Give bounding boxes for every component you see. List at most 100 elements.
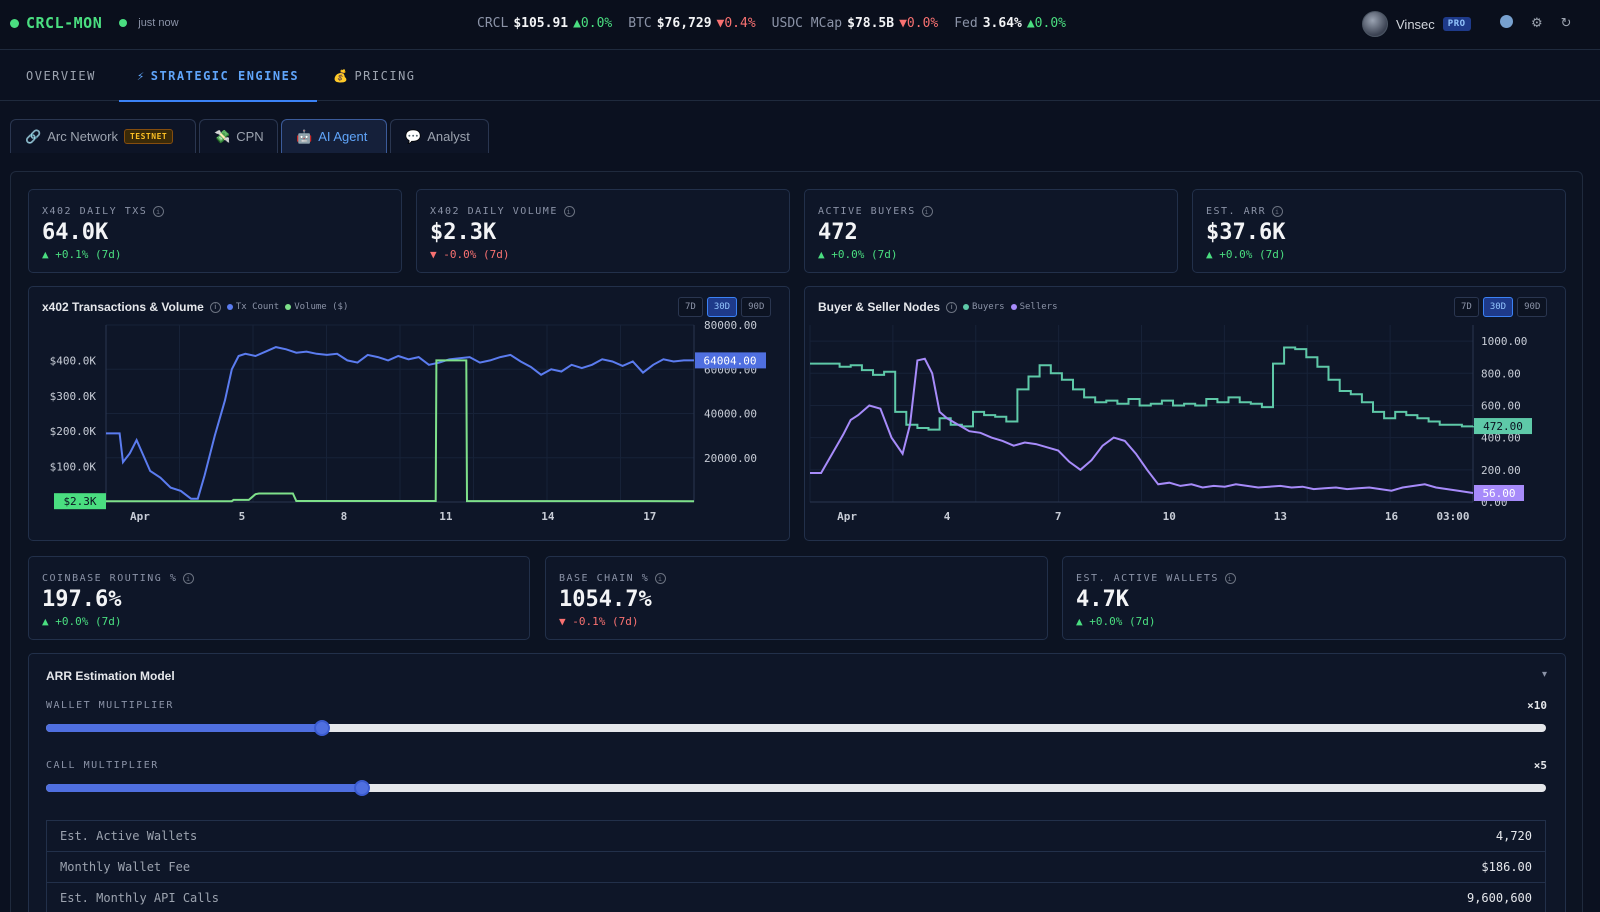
globe-icon[interactable] — [1500, 15, 1513, 28]
kpi-base-chain: BASE CHAIN % i 1054.7% ▼ -0.1% (7d) — [545, 556, 1048, 640]
arr-title: ARR Estimation Model — [46, 669, 175, 683]
y-left-tick-label: $300.0K — [50, 390, 97, 403]
range-90d-button[interactable]: 90D — [741, 297, 772, 317]
tab-pricing[interactable]: 💰 PRICING — [333, 69, 416, 83]
kpi-change: ▲ +0.0% (7d) — [818, 248, 898, 261]
money-wings-icon: 💸 — [214, 128, 231, 144]
kpi-change: ▲ +0.0% (7d) — [42, 615, 122, 628]
brand-status-icon — [10, 18, 19, 28]
info-icon[interactable]: i — [1224, 573, 1236, 584]
ticker-usdc-mcap: USDC MCap $78.5B ▼0.0% — [771, 16, 939, 31]
last-buyers-marker — [1474, 418, 1532, 435]
series-line-volume — [106, 359, 695, 503]
subtab-analyst[interactable]: 💬 Analyst — [390, 119, 489, 153]
brand-name: CRCL-MON — [26, 14, 103, 32]
subtab-ai-agent[interactable]: 🤖 AI Agent — [281, 119, 387, 153]
range-7d-button[interactable]: 7D — [1454, 297, 1479, 317]
info-icon[interactable]: i — [153, 206, 165, 217]
range-30d-button[interactable]: 30D — [706, 297, 738, 317]
legend-sellers[interactable]: Sellers — [1010, 302, 1058, 312]
x-tick-label: 03:00 — [1436, 510, 1469, 523]
info-icon[interactable]: i — [946, 301, 958, 313]
last-tx-label: 64004.00 — [704, 354, 757, 367]
robot-icon: 🤖 — [296, 128, 313, 144]
info-icon[interactable]: i — [563, 206, 575, 217]
y-right-tick-label: 80000.00 — [704, 319, 757, 332]
tx-volume-chart-card: x402 Transactions & Volume i Tx Count Vo… — [28, 286, 790, 541]
tab-strategic-engines[interactable]: ⚡ STRATEGIC ENGINES — [119, 51, 318, 102]
brand[interactable]: CRCL-MON just now — [10, 14, 179, 32]
kpi-change: ▼ -0.0% (7d) — [430, 248, 510, 261]
last-tx-marker — [695, 352, 766, 369]
call-multiplier-slider[interactable] — [46, 780, 1546, 796]
arr-results-table: Est. Active Wallets 4,720 Monthly Wallet … — [46, 820, 1546, 912]
y-tick-label: 1000.00 — [1481, 335, 1527, 348]
live-indicator-icon — [119, 19, 128, 27]
last-buyers-label: 472.00 — [1483, 420, 1523, 433]
slider-handle[interactable] — [313, 720, 330, 736]
info-icon[interactable]: i — [1272, 206, 1284, 217]
slider-fill — [46, 784, 362, 792]
x-tick-label: 13 — [1274, 510, 1287, 523]
legend-tx-count[interactable]: Tx Count — [226, 302, 279, 312]
call-multiplier-value: ×5 — [1533, 759, 1547, 772]
x-tick-label: Apr — [130, 510, 150, 523]
last-sellers-marker — [1474, 484, 1524, 501]
buyer-seller-chart-card: Buyer & Seller Nodes i Buyers Sellers 7D… — [804, 286, 1566, 541]
y-left-tick-label: $400.0K — [50, 354, 97, 367]
legend-volume[interactable]: Volume ($) — [285, 302, 348, 312]
x-tick-label: 16 — [1385, 510, 1399, 523]
y-tick-label: 600.00 — [1481, 399, 1521, 412]
plan-badge: PRO — [1442, 17, 1471, 31]
subtab-arc-network[interactable]: 🔗 Arc Network TESTNET — [10, 119, 196, 153]
y-left-tick-label: $200.0K — [50, 425, 97, 438]
table-row: Est. Monthly API Calls 9,600,600 — [47, 883, 1545, 912]
x-tick-label: 10 — [1163, 510, 1176, 523]
subtab-cpn[interactable]: 💸 CPN — [199, 119, 278, 153]
tab-overview[interactable]: OVERVIEW — [26, 69, 96, 83]
user-menu[interactable]: Vinsec PRO — [1362, 11, 1471, 37]
kpi-est-active-wallets: EST. ACTIVE WALLETS i 4.7K ▲ +0.0% (7d) — [1062, 556, 1566, 640]
top-icons: ⚙ ↻ — [1500, 15, 1572, 31]
y-tick-label: 200.00 — [1481, 464, 1521, 477]
table-row: Est. Active Wallets 4,720 — [47, 821, 1545, 852]
main-tabs: OVERVIEW ⚡ STRATEGIC ENGINES 💰 PRICING — [0, 51, 1600, 102]
slider-handle[interactable] — [353, 780, 370, 796]
link-icon: 🔗 — [25, 128, 42, 144]
info-icon[interactable]: i — [209, 301, 221, 313]
table-row: Monthly Wallet Fee $186.00 — [47, 852, 1545, 883]
collapse-caret-icon[interactable]: ▾ — [1541, 669, 1547, 680]
range-90d-button[interactable]: 90D — [1517, 297, 1548, 317]
kpi-value: $37.6K — [1206, 220, 1286, 245]
wallet-multiplier-label: WALLET MULTIPLIER — [46, 700, 174, 711]
kpi-change: ▲ +0.0% (7d) — [1206, 248, 1286, 261]
x-tick-label: 7 — [1055, 510, 1062, 523]
top-bar: CRCL-MON just now CRCL $105.91 ▲0.0% BTC… — [0, 0, 1600, 50]
y-right-tick-label: 40000.00 — [704, 408, 757, 421]
tx-volume-chart[interactable]: $400.0K$300.0K$200.0K$100.0K80000.006000… — [29, 287, 789, 540]
kpi-est-arr: EST. ARR i $37.6K ▲ +0.0% (7d) — [1192, 189, 1566, 273]
gear-icon[interactable]: ⚙ — [1531, 15, 1543, 30]
call-multiplier-label: CALL MULTIPLIER — [46, 760, 159, 771]
kpi-change: ▲ +0.0% (7d) — [1076, 615, 1156, 628]
info-icon[interactable]: i — [655, 573, 667, 584]
refresh-icon[interactable]: ↻ — [1560, 15, 1572, 30]
range-selector: 7D 30D 90D — [1454, 297, 1548, 317]
range-30d-button[interactable]: 30D — [1482, 297, 1514, 317]
info-icon[interactable]: i — [183, 573, 195, 584]
range-7d-button[interactable]: 7D — [678, 297, 703, 317]
info-icon[interactable]: i — [921, 206, 933, 217]
lightning-icon: ⚡ — [137, 69, 146, 83]
series-line-sellers — [810, 357, 1474, 494]
kpi-value: 472 — [818, 220, 858, 245]
money-bag-icon: 💰 — [333, 69, 350, 83]
kpi-change: ▼ -0.1% (7d) — [559, 615, 639, 628]
x-tick-label: 14 — [541, 510, 555, 523]
legend-buyers[interactable]: Buyers — [963, 302, 1005, 312]
x-tick-label: 11 — [439, 510, 453, 523]
avatar[interactable] — [1362, 11, 1388, 37]
last-volume-label: $2.3K — [63, 495, 96, 508]
wallet-multiplier-slider[interactable] — [46, 720, 1546, 736]
x-tick-label: 8 — [341, 510, 348, 523]
